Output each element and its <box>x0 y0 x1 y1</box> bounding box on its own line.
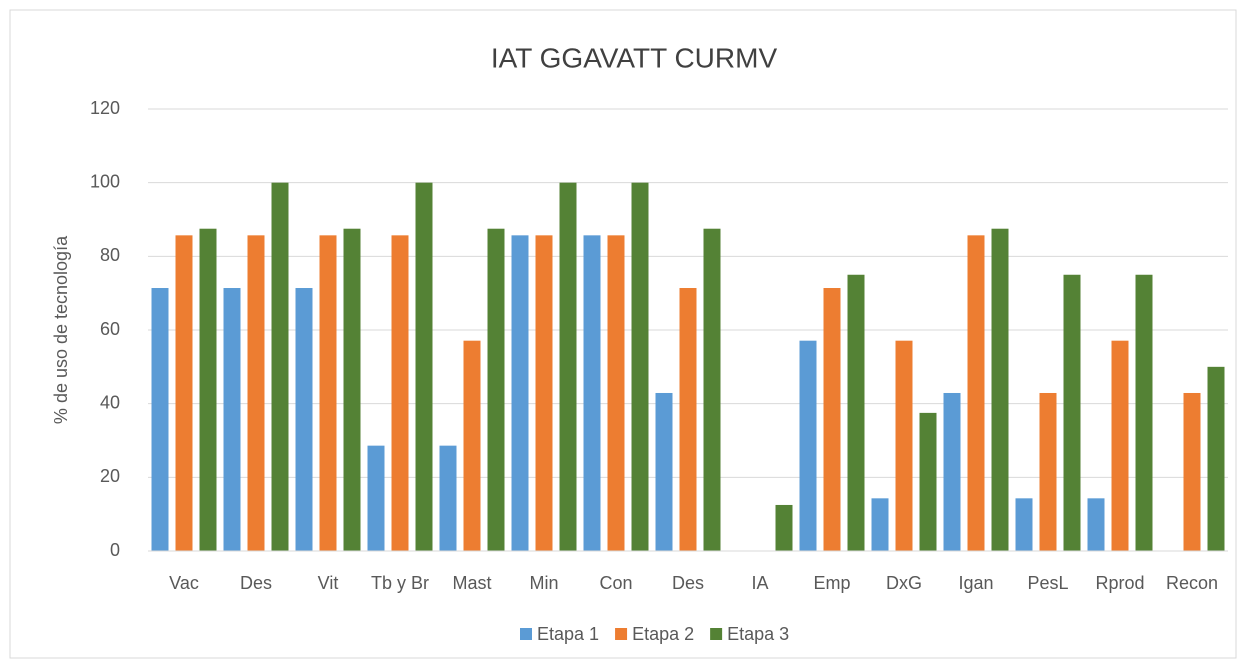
bar <box>871 498 889 551</box>
x-tick-label: Vac <box>169 573 199 593</box>
x-tick-label: DxG <box>886 573 922 593</box>
bar <box>799 340 817 551</box>
bar <box>919 412 937 551</box>
bar <box>967 235 985 552</box>
x-tick-label: IA <box>751 573 768 593</box>
y-tick-label: 100 <box>90 171 120 191</box>
bar <box>943 392 961 551</box>
bar <box>895 340 913 551</box>
y-tick-label: 20 <box>100 466 120 486</box>
bar <box>367 445 385 551</box>
x-tick-label: Des <box>240 573 272 593</box>
bar <box>295 288 313 551</box>
x-tick-label: Emp <box>813 573 850 593</box>
y-tick-label: 120 <box>90 98 120 118</box>
bar <box>703 228 721 552</box>
bar <box>487 228 505 552</box>
bar <box>199 228 217 552</box>
bar <box>343 228 361 552</box>
legend-swatch <box>615 628 628 640</box>
legend-label: Etapa 2 <box>632 624 694 644</box>
bar <box>823 288 841 551</box>
legend-label: Etapa 3 <box>727 624 789 644</box>
bar <box>1111 340 1129 551</box>
bar <box>439 445 457 551</box>
chart-title: IAT GGAVATT CURMV <box>491 42 778 73</box>
bar <box>1135 274 1153 551</box>
x-tick-label: PesL <box>1027 573 1068 593</box>
bar <box>847 274 865 551</box>
y-tick-label: 60 <box>100 319 120 339</box>
bar <box>391 235 409 552</box>
bar <box>607 235 625 552</box>
bar <box>775 504 793 551</box>
bar <box>463 340 481 551</box>
bar <box>1063 274 1081 551</box>
y-axis-label: % de uso de tecnología <box>51 235 71 424</box>
bar <box>631 182 649 551</box>
bar <box>655 392 673 551</box>
bar <box>1039 392 1057 551</box>
x-tick-label: Mast <box>452 573 491 593</box>
bar <box>319 235 337 552</box>
bar <box>175 235 193 552</box>
x-tick-label: Rprod <box>1095 573 1144 593</box>
bar <box>1087 498 1105 551</box>
bar <box>1015 498 1033 551</box>
x-tick-label: Min <box>529 573 558 593</box>
bar <box>151 288 169 551</box>
bar <box>247 235 265 552</box>
x-tick-label: Vit <box>318 573 339 593</box>
bar <box>271 182 289 551</box>
y-tick-label: 80 <box>100 245 120 265</box>
legend-label: Etapa 1 <box>537 624 599 644</box>
x-tick-label: Des <box>672 573 704 593</box>
bar <box>511 235 529 552</box>
x-tick-label: Recon <box>1166 573 1218 593</box>
bar <box>1207 366 1225 551</box>
bar <box>415 182 433 551</box>
bar <box>1183 392 1201 551</box>
x-tick-label: Tb y Br <box>371 573 429 593</box>
bar <box>535 235 553 552</box>
bar <box>223 288 241 551</box>
bar <box>991 228 1009 552</box>
x-tick-label: Igan <box>958 573 993 593</box>
bar <box>583 235 601 552</box>
legend-swatch <box>520 628 532 640</box>
y-tick-label: 40 <box>100 392 120 412</box>
bar <box>559 182 577 551</box>
x-tick-label: Con <box>599 573 632 593</box>
legend-swatch <box>710 628 723 640</box>
bar <box>679 288 697 551</box>
y-tick-label: 0 <box>110 540 120 560</box>
